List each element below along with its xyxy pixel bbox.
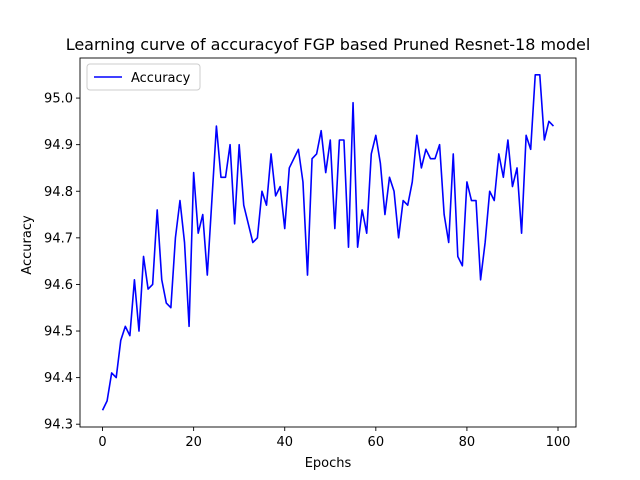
y-axis-label: Accuracy <box>20 215 35 275</box>
y-tick-label-2: 94.5 <box>44 325 73 340</box>
axes-frame <box>79 57 577 428</box>
y-tick-label-3: 94.6 <box>44 278 73 293</box>
x-tick-label-100: 100 <box>546 435 571 450</box>
y-tick-label-7: 95.0 <box>44 92 73 107</box>
x-tick-label-60: 60 <box>368 435 385 450</box>
y-tick-label-4: 94.7 <box>44 231 73 246</box>
y-tick-label-0: 94.3 <box>44 418 73 433</box>
legend-frame <box>86 63 201 91</box>
chart-title: Learning curve of accuracyof FGP based P… <box>66 35 591 54</box>
y-tick-label-6: 94.9 <box>44 138 73 153</box>
plot-area: 0 20 40 60 80 100 94.3 94.4 94.5 94.6 94.7 94.8 94.9… <box>44 57 577 450</box>
x-tick-label-80: 80 <box>459 435 476 450</box>
legend: Accuracy <box>86 63 201 91</box>
x-tick-label-0: 0 <box>98 435 106 450</box>
x-tick-label-20: 20 <box>185 435 202 450</box>
y-tick-label-5: 94.8 <box>44 185 73 200</box>
x-tick-label-40: 40 <box>276 435 293 450</box>
x-axis-label: Epochs <box>305 456 352 471</box>
y-tick-label-1: 94.4 <box>44 371 73 386</box>
series-line-0 <box>101 73 555 411</box>
legend-label-accuracy: Accuracy <box>131 71 191 86</box>
